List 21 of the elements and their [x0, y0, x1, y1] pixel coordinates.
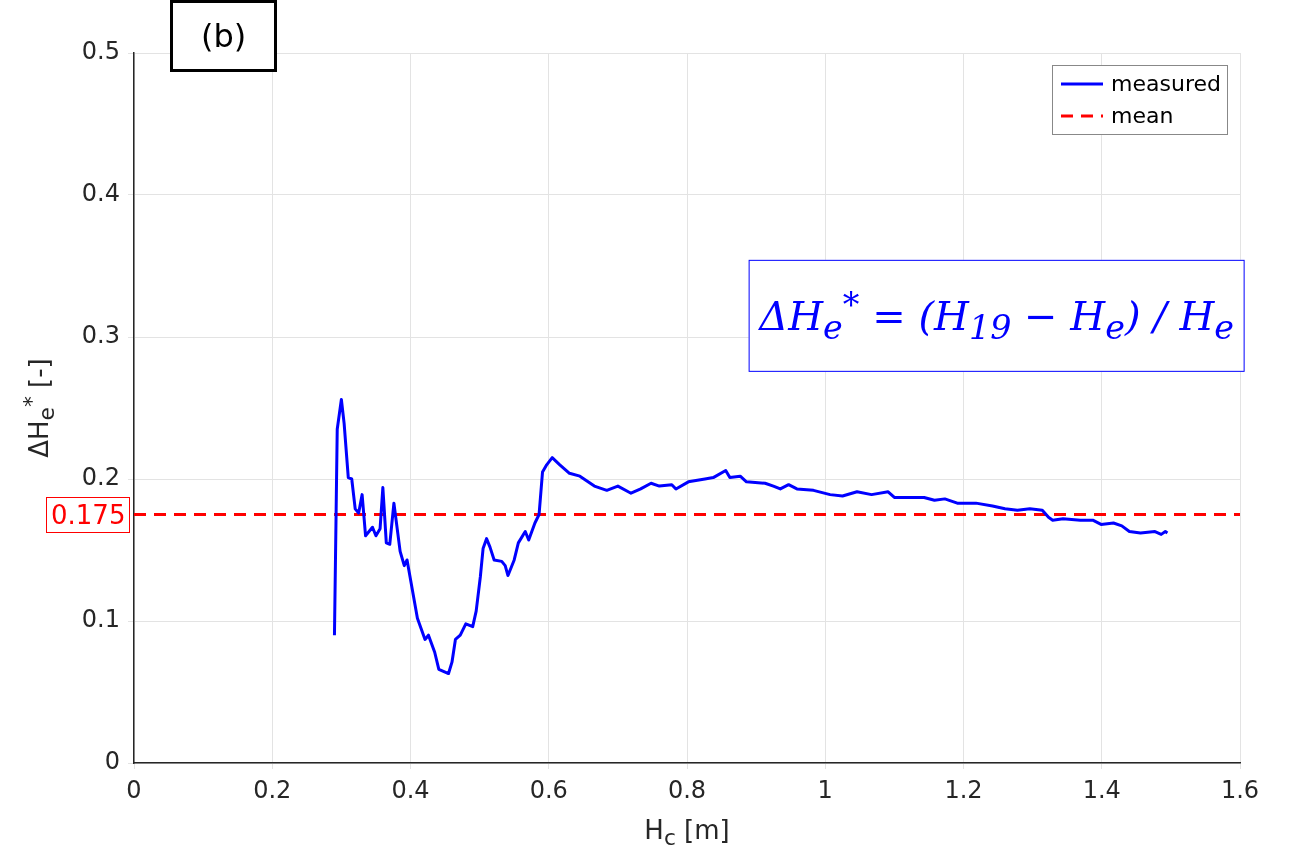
x-tick-label: 0.6	[529, 775, 568, 804]
x-axis-title: H$_{c}$ [m]	[644, 815, 730, 851]
legend-label: measured	[1111, 70, 1221, 98]
x-tick-label: 0.2	[253, 775, 292, 804]
y-tick-label: 0.2	[81, 463, 120, 492]
x-tick-label: 0.4	[391, 775, 430, 804]
y-tick-label: 0.3	[81, 321, 120, 350]
x-tick-label: 0.8	[667, 775, 707, 804]
legend-label: mean	[1111, 102, 1174, 130]
x-tick-label: 1	[817, 775, 833, 804]
x-tick-label: 1.2	[944, 775, 983, 804]
annotation: (b)	[170, 0, 278, 72]
y-tick-label: 0.5	[81, 37, 120, 66]
annotation: 0.175	[46, 496, 131, 533]
x-tick-label: 0	[126, 775, 142, 804]
y-tick-label: 0	[104, 747, 120, 776]
x-tick-label: 1.6	[1220, 775, 1260, 804]
y-tick-label: 0.1	[81, 605, 120, 634]
y-tick-label: 0.4	[81, 179, 120, 208]
text: ΔH$_{e}$$^{*}$ = (H$_{19}$ − H$_{e}$) / H$_{e}$	[759, 284, 1235, 347]
x-tick-label: 1.4	[1082, 775, 1121, 804]
